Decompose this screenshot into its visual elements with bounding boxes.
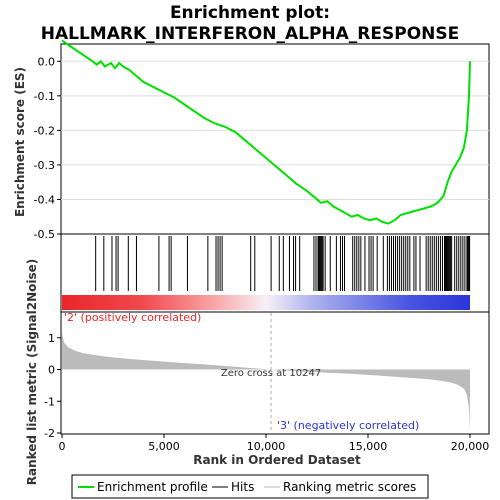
x-tick-label: 10,000	[247, 440, 286, 453]
zero-cross-label: Zero cross at 10247	[221, 368, 321, 379]
es-y-tick-label: -0.4	[34, 193, 55, 206]
legend-box	[71, 474, 429, 499]
chart-title-line2: HALLMARK_INTERFERON_ALPHA_RESPONSE	[41, 24, 460, 44]
metric-y-tick-label: -2	[44, 427, 55, 440]
metric-y-tick-label: -1	[44, 395, 55, 408]
metric-y-tick-label: 1	[48, 332, 55, 345]
es-y-tick-label: -0.5	[34, 228, 55, 241]
x-tick-label: 0	[59, 440, 66, 453]
es-y-axis-label: Enrichment score (ES)	[13, 67, 27, 217]
es-y-tick-label: 0.0	[38, 55, 56, 68]
es-y-tick-label: -0.3	[34, 159, 55, 172]
es-y-tick-label: -0.1	[34, 90, 55, 103]
es-y-tick-label: -0.2	[34, 124, 55, 137]
x-tick-label: 20,000	[451, 440, 490, 453]
metric-y-axis-label: Ranked list metric (Signal2Noise)	[25, 259, 39, 486]
x-tick-label: 15,000	[349, 440, 388, 453]
es-profile-line	[61, 39, 471, 225]
metric-y-tick-label: 0	[48, 364, 55, 377]
rank-color-bar	[62, 295, 470, 310]
x-axis-label: Rank in Ordered Dataset	[193, 453, 361, 467]
negatively-correlated-label: '3' (negatively correlated)	[277, 419, 419, 432]
chart-title-line1: Enrichment plot:	[170, 3, 330, 23]
legend-hits-label: Hits	[231, 480, 254, 494]
legend-enrichment-label: Enrichment profile	[97, 480, 208, 494]
x-tick-label: 5,000	[148, 440, 180, 453]
legend-metric-label: Ranking metric scores	[283, 480, 416, 494]
positively-correlated-label: '2' (positively correlated)	[64, 311, 201, 324]
es-panel-frame	[60, 43, 490, 235]
